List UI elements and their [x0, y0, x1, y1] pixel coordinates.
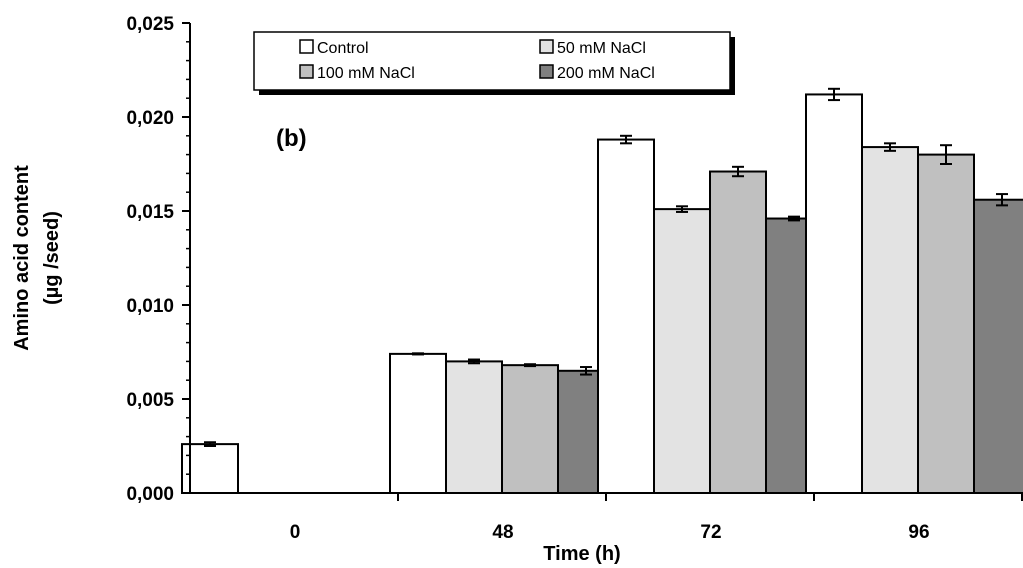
legend-swatch	[539, 39, 554, 54]
bars-group	[181, 87, 1023, 495]
legend-swatch	[299, 64, 314, 79]
legend-swatch	[539, 64, 554, 79]
y-axis-title-line1: Amino acid content	[11, 165, 33, 351]
bar	[389, 352, 447, 494]
y-axis-title-line2: (µg /seed)	[41, 211, 63, 305]
bar	[805, 93, 863, 494]
x-tick-label: 72	[700, 522, 721, 543]
y-tick-label: 0,010	[126, 296, 174, 317]
legend-label: 100 mM NaCl	[317, 65, 415, 82]
bar	[861, 146, 919, 495]
legend-label: Control	[317, 40, 369, 57]
bar	[445, 360, 503, 494]
y-ticks-group: 0,000 0,005 0,010 0,015 0,020 0,025	[126, 14, 190, 505]
bar	[709, 170, 767, 495]
legend-swatch	[299, 39, 314, 54]
bar	[597, 138, 655, 494]
x-tick-label: 48	[492, 522, 513, 543]
legend-label: 200 mM NaCl	[557, 65, 655, 82]
bar	[917, 153, 975, 494]
bar	[653, 208, 711, 494]
y-tick-label: 0,020	[126, 108, 174, 129]
bar	[501, 364, 559, 494]
legend: Control 50 mM NaCl 100 mM NaCl 200 mM NaCl	[253, 31, 735, 95]
x-axis-title: Time (h)	[543, 543, 620, 565]
legend-label: 50 mM NaCl	[557, 40, 646, 57]
y-tick-label: 0,015	[126, 202, 174, 223]
y-tick-label: 0,025	[126, 14, 174, 35]
x-tick-label: 96	[908, 522, 929, 543]
bar	[973, 198, 1023, 494]
y-tick-label: 0,005	[126, 390, 174, 411]
panel-label: (b)	[276, 125, 307, 152]
x-tick-label: 0	[290, 522, 301, 543]
x-ticks-group: 0 48 72 96	[290, 493, 1023, 543]
legend-box	[253, 31, 731, 91]
y-tick-label: 0,000	[126, 484, 174, 505]
